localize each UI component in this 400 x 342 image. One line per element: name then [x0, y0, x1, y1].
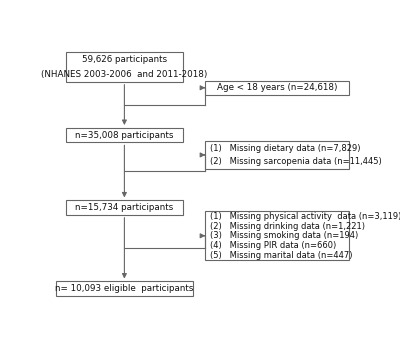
- Text: n=35,008 participants: n=35,008 participants: [75, 131, 174, 140]
- FancyBboxPatch shape: [56, 281, 193, 296]
- FancyBboxPatch shape: [205, 141, 349, 169]
- Text: (4)   Missing PIR data (n=660): (4) Missing PIR data (n=660): [210, 241, 336, 250]
- Text: (5)   Missing marital data (n=447): (5) Missing marital data (n=447): [210, 251, 352, 260]
- Text: Age < 18 years (n=24,618): Age < 18 years (n=24,618): [217, 83, 337, 92]
- FancyBboxPatch shape: [66, 200, 183, 215]
- FancyBboxPatch shape: [66, 52, 183, 82]
- FancyBboxPatch shape: [205, 211, 349, 260]
- Text: (3)   Missing smoking data (n=194): (3) Missing smoking data (n=194): [210, 231, 358, 240]
- Text: (2)   Missing drinking data (n=1,221): (2) Missing drinking data (n=1,221): [210, 222, 365, 231]
- Text: (1)   Missing dietary data (n=7,829): (1) Missing dietary data (n=7,829): [210, 144, 360, 153]
- Text: n= 10,093 eligible  participants: n= 10,093 eligible participants: [55, 284, 194, 293]
- FancyBboxPatch shape: [205, 81, 349, 95]
- Text: (NHANES 2003-2006  and 2011-2018): (NHANES 2003-2006 and 2011-2018): [41, 70, 208, 79]
- Text: n=15,734 participants: n=15,734 participants: [75, 203, 174, 212]
- Text: 59,626 participants: 59,626 participants: [82, 55, 167, 64]
- Text: (2)   Missing sarcopenia data (n=11,445): (2) Missing sarcopenia data (n=11,445): [210, 157, 382, 166]
- FancyBboxPatch shape: [66, 128, 183, 142]
- Text: (1)   Missing physical activity  data (n=3,119): (1) Missing physical activity data (n=3,…: [210, 212, 400, 221]
